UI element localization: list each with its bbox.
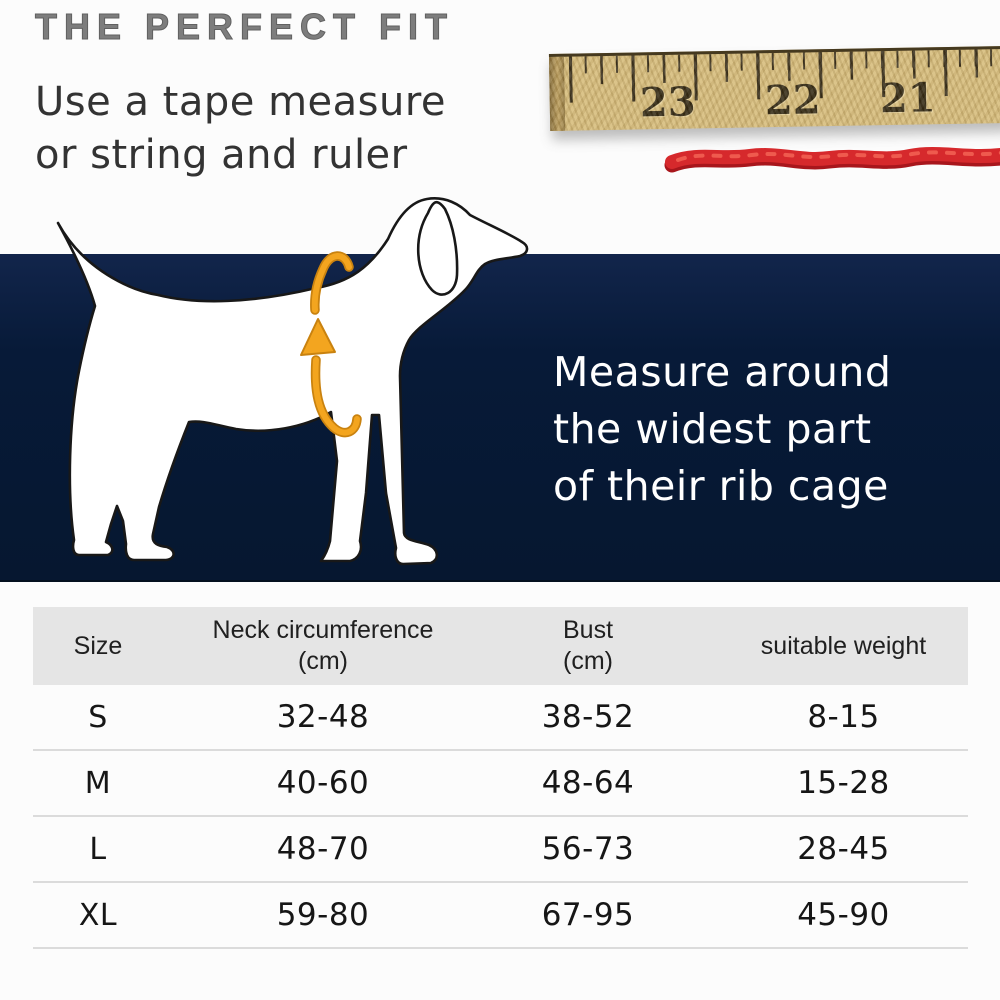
- page-title: THE PERFECT FIT: [35, 6, 454, 48]
- cell-size: XL: [78, 897, 118, 933]
- measure-arrow-icon: [300, 251, 362, 438]
- hero-line-2: the widest part: [553, 405, 872, 453]
- hero-line-3: of their rib cage: [553, 462, 889, 510]
- cell-bust: 67-95: [541, 897, 635, 933]
- cell-bust: 56-73: [541, 831, 635, 867]
- cell-weight: 8-15: [807, 699, 880, 735]
- cell-size: M: [84, 765, 112, 801]
- table-header-row: Size Neck circumference (cm) Bust (cm) s…: [33, 607, 968, 685]
- col-header-bust: Bust (cm): [562, 616, 614, 675]
- col-header-size: Size: [73, 631, 123, 660]
- dog-ear: [417, 200, 459, 296]
- subtitle-line-2: or string and ruler: [35, 132, 408, 178]
- red-string: [664, 147, 1000, 173]
- table-row: S 32-48 38-52 8-15: [33, 685, 968, 751]
- subtitle: Use a tape measure or string and ruler: [35, 76, 446, 182]
- hero-line-1: Measure around: [553, 348, 892, 396]
- cell-weight: 45-90: [797, 897, 890, 933]
- cell-bust: 38-52: [541, 699, 635, 735]
- cell-weight: 28-45: [797, 831, 890, 867]
- cell-neck: 48-70: [276, 831, 370, 867]
- table-row: M 40-60 48-64 15-28: [33, 751, 968, 817]
- cell-neck: 40-60: [276, 765, 370, 801]
- cell-bust: 48-64: [541, 765, 635, 801]
- col-header-weight: suitable weight: [760, 631, 927, 660]
- size-table: Size Neck circumference (cm) Bust (cm) s…: [33, 607, 968, 949]
- table-row: L 48-70 56-73 28-45: [33, 817, 968, 883]
- col-header-neck: Neck circumference (cm): [212, 616, 434, 675]
- cell-neck: 32-48: [276, 699, 370, 735]
- cell-size: L: [89, 831, 107, 867]
- ruler-number: 22: [764, 76, 822, 125]
- ruler-body: 23 22 21: [548, 45, 1000, 131]
- subtitle-line-1: Use a tape measure: [35, 79, 447, 125]
- cell-size: S: [88, 699, 108, 735]
- dog-silhouette: [56, 197, 529, 566]
- cell-weight: 15-28: [797, 765, 890, 801]
- hero-instruction: Measure around the widest part of their …: [553, 344, 891, 515]
- dog-body: [56, 197, 529, 566]
- ruler-number: 23: [639, 78, 697, 127]
- ruler-ticks: [563, 48, 1000, 107]
- ruler-number: 21: [879, 74, 936, 123]
- table-row: XL 59-80 67-95 45-90: [33, 883, 968, 949]
- cell-neck: 59-80: [276, 897, 370, 933]
